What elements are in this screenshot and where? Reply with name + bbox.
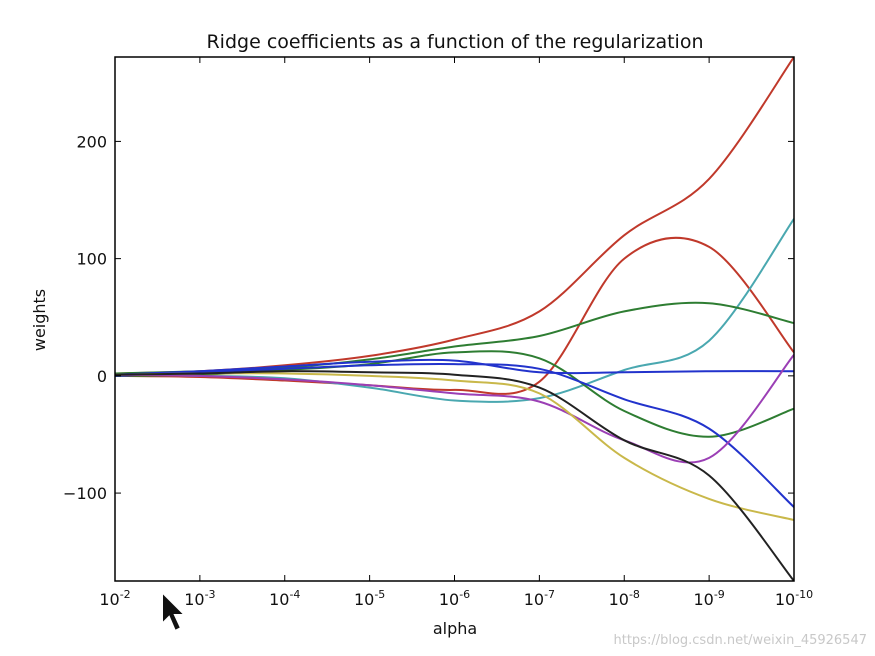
series-line-7 — [115, 362, 794, 508]
x-axis-label: alpha — [433, 619, 477, 638]
watermark: https://blog.csdn.net/weixin_45926547 — [613, 633, 867, 648]
y-tick-label-1: 200 — [76, 132, 107, 151]
series-line-4 — [115, 301, 794, 375]
x-tick-label-4: 10-5 — [354, 588, 385, 609]
y-axis-label: weights — [30, 289, 49, 351]
x-tick-label-6: 10-7 — [524, 588, 555, 609]
series-layer — [115, 57, 794, 581]
y-ticks: 200 100 0 −100 — [63, 132, 794, 503]
y-tick-label-3: 0 — [97, 367, 107, 386]
series-line-6 — [115, 358, 794, 376]
series-line-9 — [115, 372, 794, 521]
x-tick-label-2: 10-3 — [184, 588, 215, 609]
series-line-1 — [115, 57, 794, 375]
x-tick-label-1: 10-2 — [99, 588, 130, 609]
x-tick-label-7: 10-8 — [609, 588, 640, 609]
x-tick-label-8: 10-9 — [693, 588, 724, 609]
chart-title: Ridge coefficients as a function of the … — [206, 31, 703, 53]
x-tick-label-3: 10-4 — [269, 588, 300, 609]
series-line-10 — [115, 370, 794, 581]
x-tick-label-5: 10-6 — [439, 588, 470, 609]
plot-frame — [114, 56, 795, 582]
y-tick-label-4: −100 — [63, 484, 107, 503]
y-tick-label-2: 100 — [76, 250, 107, 269]
series-line-2 — [115, 236, 794, 395]
series-line-8 — [115, 354, 794, 464]
x-ticks: 10-2 10-3 10-4 10-5 10-6 10-7 10-8 10-9 10-10 — [99, 57, 813, 609]
x-tick-label-9: 10-10 — [775, 588, 813, 609]
mouse-cursor-icon — [161, 590, 188, 633]
